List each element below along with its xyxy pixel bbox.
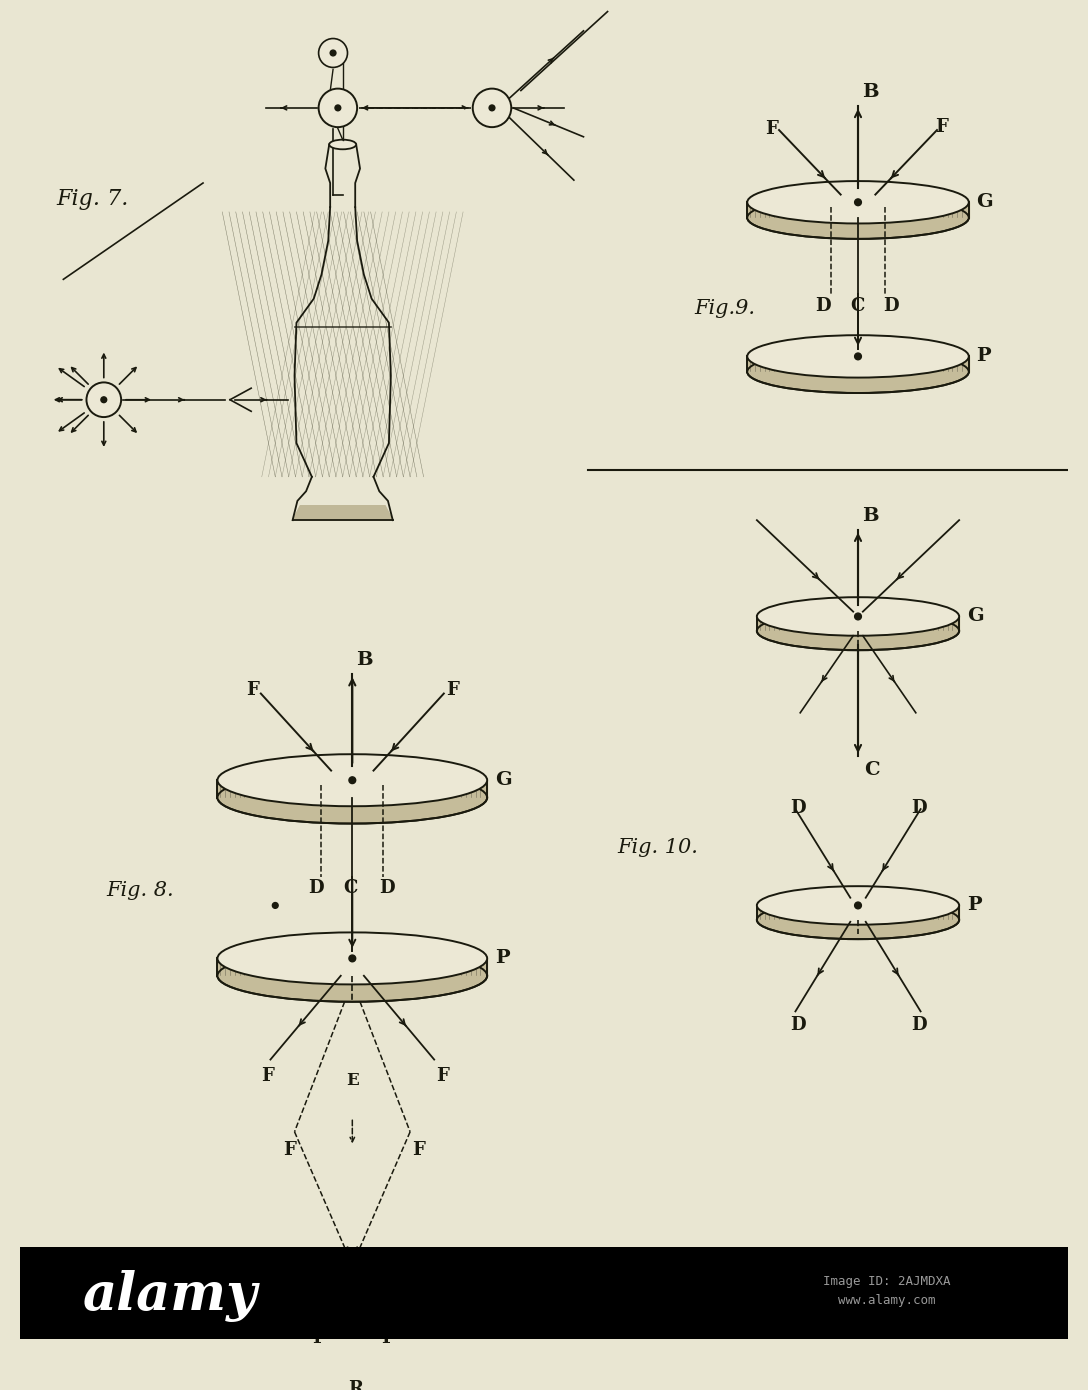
Ellipse shape [218,771,487,823]
Text: F: F [246,681,259,699]
Text: Fig. 8.: Fig. 8. [107,881,174,901]
Circle shape [349,777,356,784]
Text: www.alamy.com: www.alamy.com [838,1294,936,1307]
Text: C: C [864,760,879,778]
Circle shape [490,106,495,111]
Circle shape [855,353,862,360]
Text: F: F [436,1068,449,1086]
Ellipse shape [757,612,960,651]
Circle shape [101,398,107,403]
Text: E: E [347,1072,359,1090]
Text: D: D [380,880,395,898]
Circle shape [855,902,862,909]
Text: C: C [851,296,865,314]
Ellipse shape [330,139,356,149]
Polygon shape [218,959,487,976]
Text: F: F [766,121,778,139]
Ellipse shape [747,181,968,224]
Ellipse shape [218,949,487,1002]
Polygon shape [218,780,487,798]
Text: F: F [312,1329,324,1347]
Circle shape [86,382,121,417]
Text: F: F [446,681,459,699]
Ellipse shape [747,335,968,378]
Ellipse shape [757,598,960,635]
Text: F: F [261,1068,274,1086]
Text: D: D [816,296,831,314]
Circle shape [319,89,357,126]
Text: G: G [967,607,984,626]
Text: P: P [495,949,509,967]
Text: B: B [862,507,878,525]
Ellipse shape [757,887,960,924]
Text: G: G [977,193,993,211]
Polygon shape [293,506,393,520]
Ellipse shape [757,901,960,940]
Text: F: F [412,1141,425,1159]
Text: D: D [308,880,323,898]
Text: Fig.9.: Fig.9. [694,299,755,317]
Text: D: D [883,296,899,314]
Circle shape [349,955,356,962]
Text: Image ID: 2AJMDXA: Image ID: 2AJMDXA [824,1275,951,1287]
Text: D: D [911,1016,927,1034]
Polygon shape [747,356,968,371]
Bar [20,1247,1068,1339]
Polygon shape [747,203,968,218]
Ellipse shape [747,196,968,239]
Text: R: R [348,1380,363,1390]
Circle shape [272,902,279,908]
Text: B: B [862,83,878,101]
Circle shape [855,199,862,206]
Ellipse shape [747,350,968,393]
Text: Fig. 10.: Fig. 10. [617,838,698,858]
Text: F: F [935,118,948,135]
Circle shape [319,39,347,68]
Polygon shape [757,905,960,920]
Text: F: F [381,1329,394,1347]
Text: alamy: alamy [82,1269,257,1322]
Text: B: B [356,652,373,670]
Text: D: D [791,1016,806,1034]
Circle shape [330,50,336,56]
Text: D: D [791,799,806,817]
Text: F: F [283,1141,296,1159]
Circle shape [855,613,862,620]
Text: P: P [967,897,981,915]
Circle shape [335,106,341,111]
Text: D: D [911,799,927,817]
Ellipse shape [218,933,487,984]
Text: Fig. 7.: Fig. 7. [57,188,129,210]
Circle shape [472,89,511,126]
Text: P: P [977,348,991,366]
Ellipse shape [338,1354,366,1372]
Text: G: G [495,771,511,790]
Polygon shape [757,617,960,631]
Ellipse shape [218,755,487,806]
Text: C: C [344,880,358,898]
